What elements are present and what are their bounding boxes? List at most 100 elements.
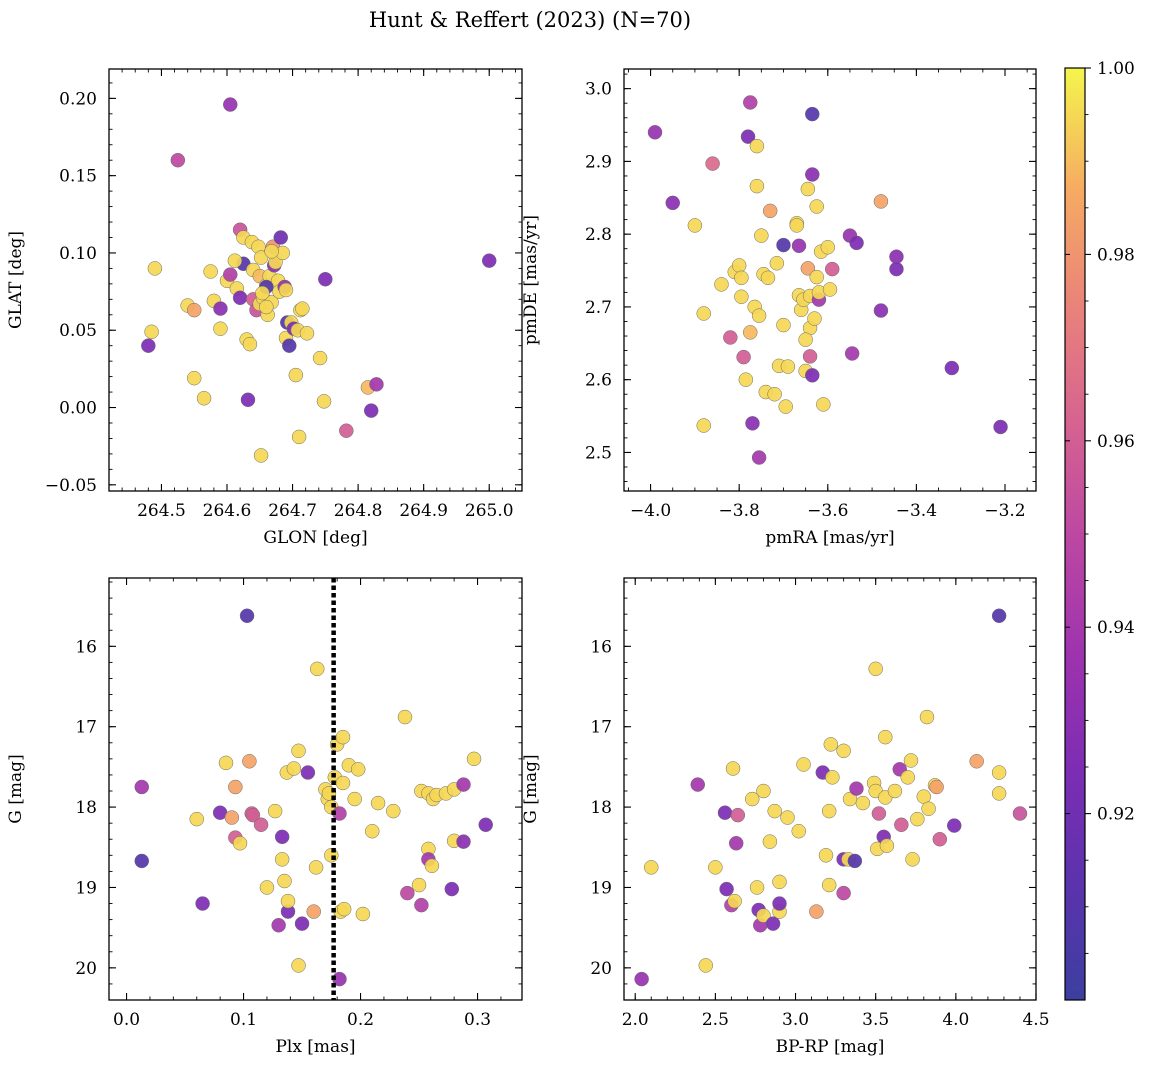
scatter-point [855,795,871,811]
scatter-point [299,326,315,341]
scatter-point [769,256,785,271]
scatter-point [350,762,366,777]
scatter-point [705,156,720,171]
colorbar-tick-label: 0.92 [1097,805,1135,825]
y-tick-label: 17 [75,718,97,738]
x-tick-label: −3.6 [807,501,848,521]
y-tick-label: 0.15 [59,167,97,187]
x-tick-label: 4.5 [1022,1010,1049,1030]
scatter-point [818,848,834,863]
scatter-point [727,893,742,909]
scatter-point [776,237,791,253]
scatter-point [273,230,289,245]
scatter-point [900,770,916,785]
scatter-point [295,301,310,316]
scatter-point [170,152,186,168]
scatter-point [644,860,659,875]
scatter-point [772,874,787,890]
scatter-point [734,289,749,304]
scatter-point [809,199,824,214]
scatter-point [227,253,243,268]
scatter-point [889,249,904,264]
scatter-point [889,261,904,277]
x-tick-label: 264.7 [268,501,317,521]
scatter-point [347,791,362,807]
scatter-point [776,317,791,333]
scatter-point [929,779,944,795]
scatter-point [791,823,806,839]
scatter-point [634,971,649,987]
scatter-point [728,836,744,851]
scatter-point [894,817,909,833]
scatter-point [919,709,935,725]
scatter-point [318,271,333,287]
scatter-point [312,350,328,366]
scatter-point [400,885,415,901]
scatter-point [836,885,851,901]
scatter-point [240,392,256,408]
scatter-point [802,349,818,364]
scatter-point [903,753,919,768]
colorbar-tick-label: 0.96 [1097,432,1135,452]
x-axis-label: GLON [deg] [263,528,367,548]
scatter-point [821,877,837,893]
scatter-point [286,761,302,776]
scatter-point [253,817,269,833]
scatter-point [805,368,820,383]
x-tick-label: 0.3 [464,1010,491,1030]
x-tick-label: 265.0 [465,501,514,521]
scatter-point [932,831,948,847]
figure-title: Hunt & Reffert (2023) (N=70) [369,8,691,32]
y-axis-label: pmDE [mas/yr] [521,215,541,345]
y-tick-label: 2.6 [585,371,612,391]
scatter-point [780,359,796,374]
scatter-point [414,897,429,913]
scatter-point [730,807,746,823]
scatter-point [291,429,307,445]
scatter-point [259,880,275,895]
scatter-point [478,817,493,833]
y-tick-label: 2.5 [585,443,612,463]
scatter-point [218,755,234,771]
scatter-point [849,781,864,796]
scatter-point [291,958,306,973]
scatter-point [232,290,248,306]
scatter-point [456,834,471,849]
scatter-points [134,608,493,987]
scatter-point [228,779,243,795]
y-tick-label: 17 [590,718,612,738]
scatter-point [762,834,778,849]
scatter-point [277,873,292,889]
scatter-point [767,386,782,402]
scatter-point [291,743,306,759]
scatter-point [821,803,837,819]
scatter-point [823,737,839,752]
scatter-point [887,783,903,799]
y-tick-label: 18 [590,798,612,818]
scatter-point [789,218,805,233]
scatter-point [259,299,274,315]
scatter-point [767,803,782,819]
scatter-point [144,324,159,340]
scatter-point [800,261,816,276]
y-axis-label: G [mag] [6,754,26,823]
y-tick-label: 19 [590,878,612,898]
y-tick-label: 2.8 [585,225,612,245]
scatter-point [690,777,705,792]
scatter-point [778,399,793,414]
scatter-point [719,881,734,897]
colorbar-gradient [1064,67,1086,1001]
scatter-point [824,261,840,277]
scatter-point [809,269,824,285]
panel-plx-g: 0.0 0.1 0.2 0.3 16 17 18 19 20 Plx [mas] G [mag] [6,577,523,1057]
scatter-point [921,801,936,816]
scatter-point [294,916,310,931]
x-tick-label: −3.8 [719,501,760,521]
scatter-point [725,761,741,776]
scatter-point [267,803,283,819]
scatter-point [825,770,840,785]
scatter-point [310,661,325,677]
scatter-point [762,203,778,219]
scatter-point [411,877,427,893]
scatter-point [203,264,218,279]
